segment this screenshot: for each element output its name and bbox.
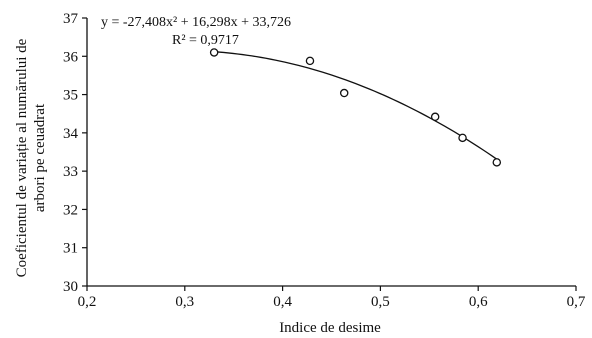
x-tick-label: 0,7 — [567, 294, 586, 310]
y-axis-title-line-1: Coeficientul de variație al numărului de — [14, 38, 30, 277]
r-squared-label: R² = 0,9717 — [172, 33, 239, 48]
data-point — [458, 133, 467, 143]
y-axis-title: Coeficientul de variație al numărului de… — [14, 38, 48, 277]
x-tick-label: 0,2 — [78, 294, 97, 310]
y-tick-label: 36 — [63, 49, 79, 65]
x-ticks: 0,2 0,3 0,4 0,5 0,6 0,7 — [78, 286, 586, 310]
y-tick-label: 30 — [63, 279, 78, 295]
y-tick-label: 31 — [63, 241, 78, 257]
y-axis-title-line-2: arbori pe ceuadrat — [32, 103, 48, 212]
trendline-equation: y = -27,408x² + 16,298x + 33,726 — [101, 15, 291, 30]
y-tick-label: 33 — [63, 164, 78, 180]
data-point — [492, 158, 502, 167]
trendline — [214, 51, 498, 160]
x-tick-label: 0,4 — [273, 294, 292, 310]
data-point — [430, 112, 440, 122]
data-point — [339, 88, 349, 98]
x-tick-label: 0,3 — [175, 294, 194, 310]
y-tick-label: 34 — [63, 126, 79, 142]
data-points — [209, 48, 502, 167]
x-tick-label: 0,5 — [371, 294, 390, 310]
x-tick-label: 0,6 — [469, 294, 488, 310]
data-point — [209, 48, 219, 57]
data-point — [305, 56, 315, 66]
y-tick-label: 37 — [63, 11, 79, 27]
x-axis-title: Indice de desime — [279, 320, 381, 336]
y-ticks: 30 31 32 33 34 35 36 37 — [63, 11, 87, 295]
y-tick-label: 32 — [63, 202, 78, 218]
axes — [86, 18, 576, 287]
y-tick-label: 35 — [63, 88, 78, 104]
